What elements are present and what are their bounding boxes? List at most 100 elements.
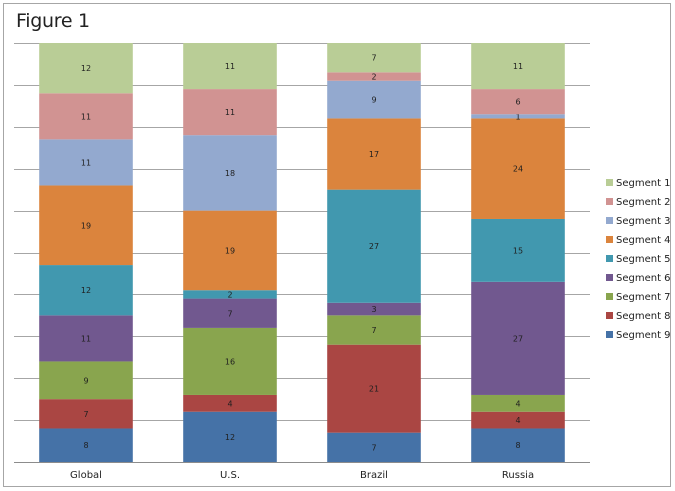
bar-segment bbox=[39, 428, 133, 462]
bar-segment bbox=[471, 114, 565, 119]
data-label: 11 bbox=[225, 108, 235, 117]
bar-segment bbox=[39, 139, 133, 186]
bar-segment bbox=[39, 43, 133, 94]
legend-item: Segment 4 bbox=[606, 235, 671, 246]
bar-segment bbox=[471, 218, 565, 282]
bar-segment bbox=[327, 302, 421, 316]
bar-segment bbox=[327, 315, 421, 345]
data-label: 7 bbox=[227, 309, 232, 318]
bar-segment bbox=[183, 394, 277, 412]
data-label: 19 bbox=[81, 221, 91, 230]
legend: Segment 1 Segment 2 Segment 3 Segment 4 Segm… bbox=[606, 178, 671, 341]
legend-swatch bbox=[606, 198, 613, 205]
category-label: U.S. bbox=[220, 470, 240, 481]
data-label: 1 bbox=[515, 112, 520, 121]
bar-segment bbox=[183, 411, 277, 462]
legend-label: Segment 1 bbox=[616, 178, 671, 189]
data-label: 9 bbox=[83, 376, 88, 385]
legend-item: Segment 7 bbox=[606, 292, 671, 303]
legend-item: Segment 6 bbox=[606, 273, 671, 284]
data-label: 12 bbox=[81, 286, 91, 295]
data-label: 8 bbox=[515, 441, 520, 450]
data-label: 24 bbox=[513, 165, 523, 174]
legend-swatch bbox=[606, 293, 613, 300]
data-label: 4 bbox=[515, 399, 520, 408]
legend-label: Segment 9 bbox=[616, 330, 671, 341]
legend-item: Segment 9 bbox=[606, 330, 671, 341]
data-label: 15 bbox=[513, 246, 523, 255]
chart-title: Figure 1 bbox=[16, 10, 90, 32]
bar-segment bbox=[183, 43, 277, 90]
legend-label: Segment 6 bbox=[616, 273, 671, 284]
bar-segment bbox=[327, 43, 421, 73]
legend-swatch bbox=[606, 236, 613, 243]
data-label: 11 bbox=[81, 334, 91, 343]
bar-segment bbox=[183, 290, 277, 299]
bar-segment bbox=[327, 432, 421, 462]
legend-swatch bbox=[606, 217, 613, 224]
bar-segment bbox=[471, 428, 565, 462]
data-label: 2 bbox=[227, 290, 232, 299]
legend-label: Segment 8 bbox=[616, 311, 671, 322]
bar-segment bbox=[39, 399, 133, 429]
data-label: 18 bbox=[225, 169, 235, 178]
bar-segment bbox=[183, 89, 277, 136]
data-label: 11 bbox=[81, 158, 91, 167]
bar-segment bbox=[327, 189, 421, 303]
bar-segment bbox=[327, 344, 421, 433]
bar-segment bbox=[39, 265, 133, 316]
category-label: Brazil bbox=[360, 470, 388, 481]
legend-label: Segment 2 bbox=[616, 197, 671, 208]
category-label: Global bbox=[70, 470, 102, 481]
bar-segment bbox=[183, 210, 277, 291]
legend-swatch bbox=[606, 179, 613, 186]
data-label: 7 bbox=[371, 54, 376, 63]
bar-segment bbox=[471, 411, 565, 429]
data-label: 7 bbox=[371, 443, 376, 452]
bar-segment bbox=[471, 394, 565, 412]
legend-label: Segment 3 bbox=[616, 216, 671, 227]
legend-item: Segment 2 bbox=[606, 197, 671, 208]
data-label: 9 bbox=[371, 96, 376, 105]
data-label: 16 bbox=[225, 357, 235, 366]
data-label: 6 bbox=[515, 98, 520, 107]
legend-item: Segment 1 bbox=[606, 178, 671, 189]
legend-item: Segment 8 bbox=[606, 311, 671, 322]
category-labels: Global U.S. Brazil Russia bbox=[70, 470, 534, 481]
data-label: 7 bbox=[371, 326, 376, 335]
bar-segment bbox=[39, 93, 133, 140]
legend-label: Segment 7 bbox=[616, 292, 671, 303]
bar-segment bbox=[327, 72, 421, 81]
data-label: 11 bbox=[513, 62, 523, 71]
bar-stack-global: 8 7 9 11 12 19 11 11 12 bbox=[39, 43, 133, 462]
bar-segment bbox=[39, 315, 133, 362]
legend-label: Segment 5 bbox=[616, 254, 671, 265]
data-label: 11 bbox=[81, 112, 91, 121]
legend-swatch bbox=[606, 331, 613, 338]
legend-item: Segment 5 bbox=[606, 254, 671, 265]
data-label: 7 bbox=[83, 410, 88, 419]
data-label: 12 bbox=[225, 433, 235, 442]
bar-stack-russia: 8 4 4 27 15 24 1 6 11 bbox=[471, 43, 565, 462]
bars: 8791112191111121241672191811117217327179… bbox=[39, 43, 565, 462]
bar-segment bbox=[471, 281, 565, 395]
data-label: 12 bbox=[81, 64, 91, 73]
category-label: Russia bbox=[502, 470, 534, 481]
legend-label: Segment 4 bbox=[616, 235, 671, 246]
data-label: 4 bbox=[227, 399, 232, 408]
bar-segment bbox=[183, 298, 277, 328]
data-label: 17 bbox=[369, 150, 379, 159]
data-label: 8 bbox=[83, 441, 88, 450]
legend-item: Segment 3 bbox=[606, 216, 671, 227]
bar-stack-u-s: 12 4 16 7 2 19 18 11 11 bbox=[183, 43, 277, 462]
legend-swatch bbox=[606, 312, 613, 319]
bar-segment bbox=[183, 327, 277, 395]
bar-segment bbox=[471, 118, 565, 219]
bar-segment bbox=[327, 118, 421, 190]
data-label: 11 bbox=[225, 62, 235, 71]
data-label: 4 bbox=[515, 416, 520, 425]
bar-segment bbox=[471, 89, 565, 115]
bar-segment bbox=[183, 135, 277, 211]
